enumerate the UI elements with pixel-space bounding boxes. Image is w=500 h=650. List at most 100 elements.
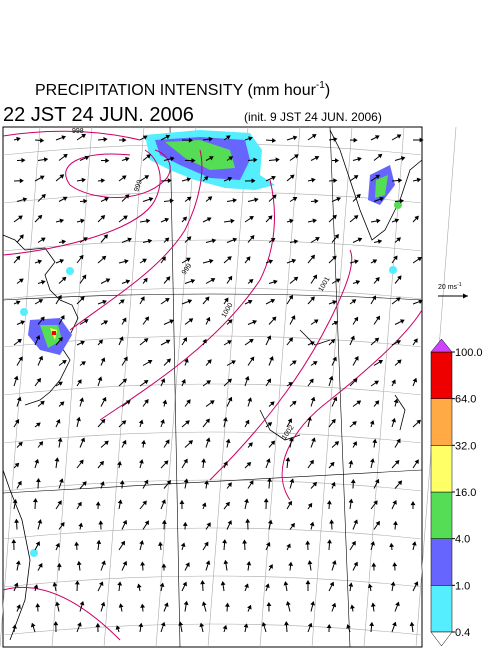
wind-vector-head — [105, 158, 110, 164]
wind-vector-head — [314, 155, 320, 161]
wind-vector-head — [244, 498, 249, 503]
wind-vector-head — [376, 218, 381, 224]
wind-vector-head — [35, 541, 40, 547]
wind-vector-head — [115, 625, 121, 630]
wind-vector-head — [144, 399, 149, 404]
wind-vector-head — [182, 581, 187, 587]
wind-vector-head — [122, 378, 127, 384]
wind-vector-head — [356, 193, 361, 199]
vector-scale-label: 20 ms-1 — [438, 282, 462, 291]
wind-vector-head — [117, 461, 122, 466]
wind-vector-head — [394, 218, 400, 224]
main-meridian — [169, 126, 181, 648]
wind-vector-head — [310, 396, 316, 402]
wind-vector-head — [61, 276, 67, 282]
wind-vector-head — [123, 356, 128, 362]
wind-vector-head — [246, 461, 252, 467]
wind-vector-head — [207, 196, 213, 201]
wind-vector-head — [354, 355, 359, 361]
wind-vector-head — [252, 320, 257, 325]
wind-vector-head — [247, 604, 252, 610]
wind-vector-head — [81, 177, 86, 183]
wind-vector-head — [59, 478, 64, 483]
wind-vector-head — [269, 356, 274, 361]
colorbar-segment — [430, 491, 453, 539]
wind-vector-head — [267, 422, 273, 427]
wind-vector-head — [101, 560, 106, 565]
wind-vector-head — [19, 178, 24, 184]
parallel — [2, 623, 423, 636]
wind-vector-head — [208, 136, 213, 142]
wind-vector-head — [164, 237, 170, 243]
wind-vector-head — [183, 600, 189, 606]
wind-vector-head — [242, 539, 248, 544]
wind-vector-head — [245, 256, 251, 261]
wind-vector-head — [309, 378, 314, 384]
wind-vector-head — [309, 521, 315, 527]
wind-vector-head — [188, 137, 193, 143]
wind-vector-head — [202, 338, 207, 344]
wind-vector-head — [418, 299, 423, 305]
wind-vector-head — [333, 320, 339, 326]
wind-vector-head — [15, 300, 21, 305]
wind-vector-head — [12, 499, 18, 504]
wind-vector-head — [125, 156, 130, 162]
wind-vector-head — [210, 278, 216, 283]
wind-vector-head — [14, 462, 20, 468]
wind-vector-head — [147, 238, 153, 244]
wind-vector-head — [59, 258, 65, 264]
wind-vector-head — [103, 137, 108, 142]
wind-vector-head — [290, 315, 296, 320]
wind-vector-head — [15, 255, 21, 261]
valid-time: 22 JST 24 JUN. 2006 — [3, 104, 194, 126]
wind-vector-head — [58, 337, 63, 342]
wind-vector-head — [227, 482, 232, 487]
wind-vector-head — [185, 257, 191, 262]
wind-vector-head — [38, 355, 44, 361]
wind-vector-head — [288, 294, 293, 300]
wind-vector-head — [105, 278, 111, 283]
wind-vector-head — [184, 358, 189, 363]
wind-vector-head — [375, 315, 381, 321]
wind-vector-head — [350, 478, 356, 484]
wind-vector-head — [183, 478, 189, 483]
wind-vector-head — [378, 360, 384, 365]
wind-vector-head — [271, 138, 277, 143]
wind-vector-head — [354, 259, 359, 265]
wind-vector-head — [309, 459, 314, 465]
wind-vector-head — [292, 197, 298, 202]
wind-vector-head — [18, 215, 23, 220]
wind-vector-head — [351, 299, 357, 304]
wind-vector-head — [307, 622, 313, 628]
wind-vector-head — [310, 341, 315, 346]
colorbar-label: 0.4 — [455, 627, 470, 639]
wind-vector-head — [186, 399, 191, 404]
wind-vector-head — [18, 278, 24, 283]
meridian — [363, 126, 405, 648]
wind-vector-head — [95, 501, 101, 506]
wind-vector-head — [400, 156, 406, 161]
wind-vector-head — [38, 299, 44, 304]
wind-vector-head — [272, 194, 277, 199]
wind-vector-head — [356, 400, 362, 405]
wind-vector-head — [101, 255, 107, 261]
wind-vector-head — [142, 258, 147, 263]
wind-vector-head — [122, 317, 127, 323]
wind-vector-head — [275, 157, 280, 163]
wind-vector-head — [223, 461, 228, 466]
wind-vector-head — [391, 379, 396, 385]
wind-vector-head — [268, 564, 273, 569]
wind-vector-head — [332, 396, 338, 402]
wind-vector-head — [377, 239, 383, 244]
wind-vector-head — [43, 157, 49, 163]
wind-vector-head — [411, 541, 417, 546]
wind-vector-head — [249, 216, 254, 221]
wind-vector-head — [11, 539, 17, 544]
wind-vector-head — [270, 298, 276, 304]
wind-vector-head — [144, 316, 150, 322]
wind-vector-head — [80, 218, 85, 224]
wind-vector-head — [76, 416, 81, 422]
wind-vector-head — [119, 480, 125, 485]
wind-vector-head — [231, 360, 236, 365]
wind-vector-head — [104, 197, 109, 202]
